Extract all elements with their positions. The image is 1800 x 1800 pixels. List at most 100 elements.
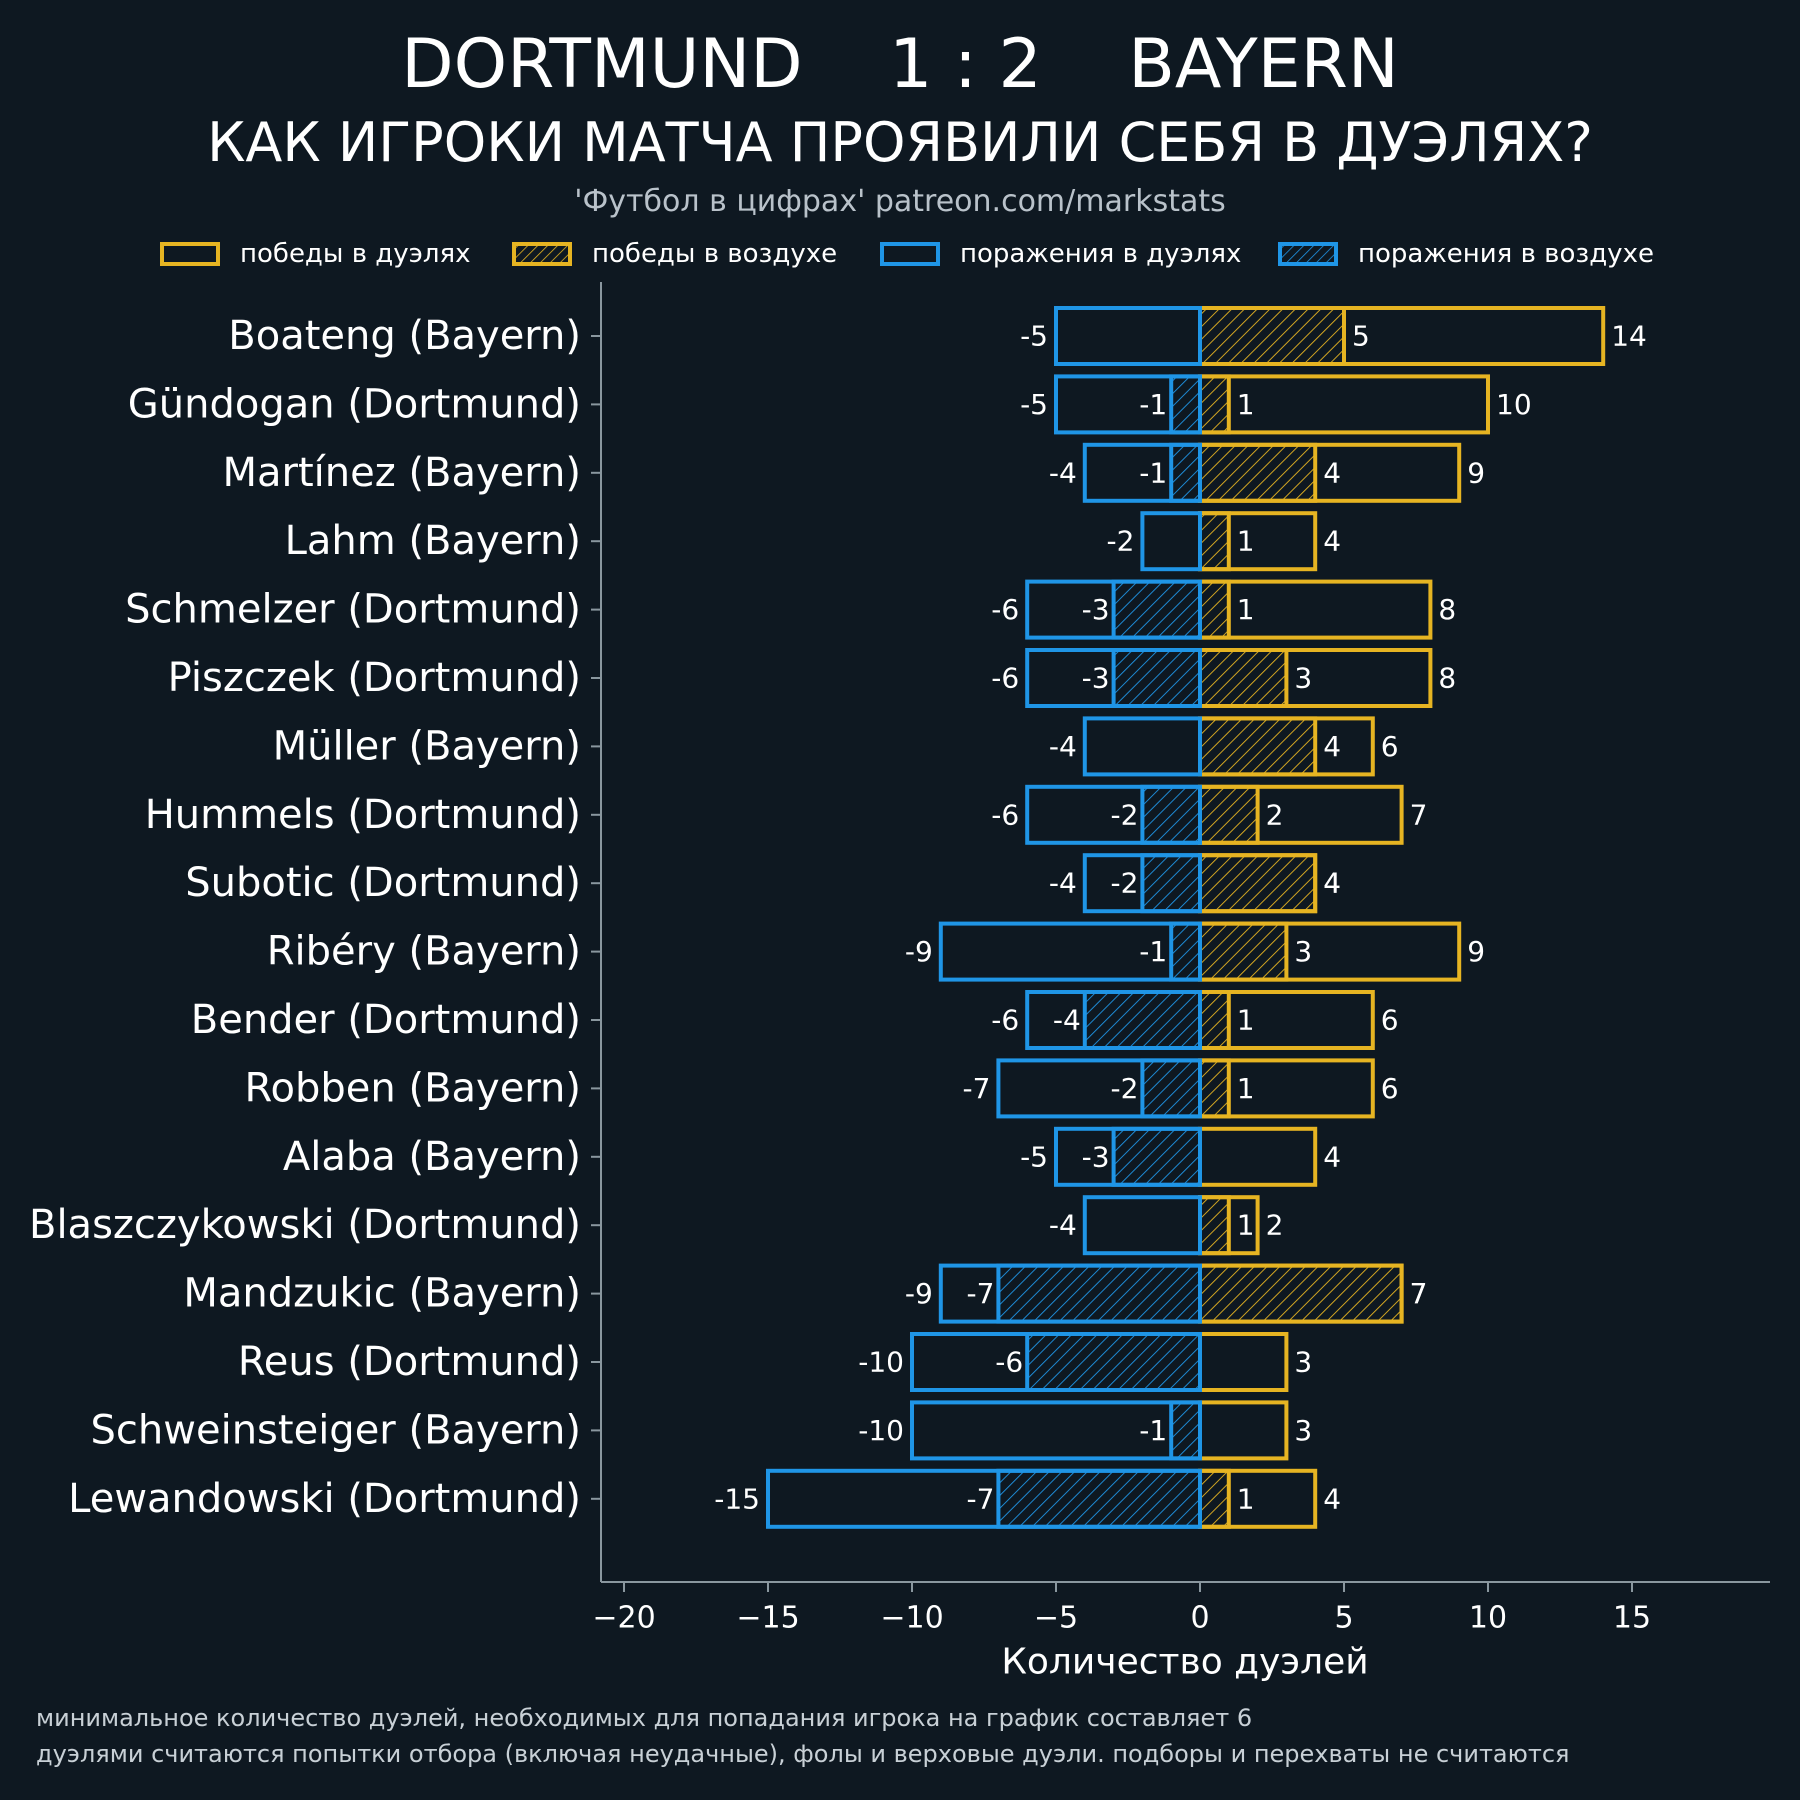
value-label-aerial-won: 1 [1237, 593, 1255, 626]
legend-swatch-aerial-lost [1278, 242, 1338, 266]
bar-duels-lost [1082, 1195, 1203, 1256]
bar-duels-lost [1025, 648, 1202, 708]
value-label-aerial-won: 1 [1237, 1482, 1255, 1515]
bar-duels-lost [1054, 306, 1202, 366]
bar-aerial-won [1198, 853, 1318, 914]
value-label-duels-lost: -2 [1106, 525, 1134, 558]
player-label: Bender (Dortmund) [191, 997, 581, 1043]
value-label-aerial-won: 1 [1237, 1072, 1255, 1105]
value-label-aerial-lost: -3 [1082, 593, 1110, 626]
value-label-duels-won: 4 [1323, 867, 1341, 900]
value-label-duels-lost: -5 [1020, 320, 1048, 353]
value-label-aerial-won: 3 [1294, 935, 1312, 968]
value-label-duels-lost: -6 [991, 662, 1019, 695]
value-label-aerial-won: 7 [1410, 1277, 1428, 1310]
bar-aerial-lost [1140, 784, 1203, 845]
value-label-aerial-lost: -1 [1139, 388, 1167, 421]
player-label: Boateng (Bayern) [228, 313, 581, 359]
value-label-aerial-lost: -7 [966, 1277, 994, 1310]
footnote-min-duels: минимальное количество дуэлей, необходим… [36, 1704, 1253, 1732]
bar-aerial-won [1198, 1468, 1231, 1529]
bar-duels-lost [938, 1263, 1202, 1324]
value-label-duels-lost: -10 [858, 1414, 904, 1447]
value-label-aerial-won: 1 [1237, 388, 1255, 421]
bar-aerial-lost [1169, 1400, 1202, 1461]
player-label: Reus (Dortmund) [238, 1339, 581, 1385]
bar-aerial-won [1198, 442, 1318, 503]
value-label-duels-won: 3 [1294, 1414, 1312, 1447]
player-label: Piszczek (Dortmund) [168, 655, 581, 701]
value-label-duels-lost: -5 [1020, 388, 1048, 421]
bar-duels-lost [1140, 511, 1203, 572]
bar-aerial-lost [1025, 1332, 1202, 1392]
bar-duels-lost [996, 1058, 1203, 1119]
x-tick-label: −20 [592, 1601, 655, 1636]
x-axis-label: Количество дуэлей [1001, 1642, 1368, 1683]
value-label-aerial-lost: -4 [1053, 1004, 1081, 1037]
value-label-duels-won: 6 [1381, 730, 1399, 763]
value-label-duels-lost: -15 [714, 1482, 760, 1515]
bar-aerial-lost [1169, 374, 1202, 435]
value-label-aerial-won: 1 [1237, 1004, 1255, 1037]
value-label-duels-won: 7 [1410, 798, 1428, 831]
legend-label: поражения в воздухе [1358, 239, 1654, 269]
value-label-aerial-won: 3 [1294, 662, 1312, 695]
x-tick-label: −15 [736, 1601, 799, 1636]
value-label-duels-lost: -10 [858, 1346, 904, 1379]
value-label-duels-won: 4 [1323, 525, 1341, 558]
value-label-duels-won: 8 [1438, 662, 1456, 695]
player-label: Robben (Bayern) [245, 1065, 581, 1111]
player-label: Ribéry (Bayern) [267, 929, 581, 975]
bar-duels-lost [1025, 579, 1202, 640]
value-label-duels-lost: -7 [962, 1072, 990, 1105]
x-tick-label: −10 [880, 1601, 943, 1636]
value-label-duels-lost: -6 [991, 1004, 1019, 1037]
value-label-aerial-won: 4 [1323, 730, 1341, 763]
value-label-aerial-won: 5 [1352, 320, 1370, 353]
bar-aerial-won [1198, 579, 1231, 640]
value-label-aerial-won: 2 [1266, 798, 1284, 831]
bar-aerial-won [1198, 921, 1289, 982]
player-label: Blaszczykowski (Dortmund) [29, 1202, 581, 1248]
bar-aerial-won [1198, 784, 1260, 845]
bar-duels-lost [1054, 374, 1202, 435]
credit-line: 'Футбол в цифрах' patreon.com/markstats [574, 184, 1226, 219]
bars-layer [766, 306, 1606, 1529]
player-label: Lewandowski (Dortmund) [68, 1476, 581, 1522]
value-label-duels-lost: -6 [991, 593, 1019, 626]
value-label-aerial-lost: -7 [966, 1482, 994, 1515]
bar-aerial-won [1198, 374, 1231, 435]
footnote-definition: дуэлями считаются попытки отбора (включа… [36, 1740, 1570, 1768]
value-label-aerial-won: 4 [1323, 867, 1341, 900]
legend-item-duels-won: победы в дуэлях [160, 236, 471, 272]
legend-item-aerial-lost: поражения в воздухе [1278, 236, 1654, 272]
bar-duels-lost [910, 1332, 1202, 1392]
value-label-aerial-lost: -1 [1139, 1414, 1167, 1447]
value-label-duels-won: 6 [1381, 1072, 1399, 1105]
x-tick-label: −5 [1034, 1601, 1078, 1636]
bar-duels-lost [1025, 990, 1202, 1050]
value-label-duels-won: 6 [1381, 1004, 1399, 1037]
value-label-duels-lost: -4 [1049, 867, 1077, 900]
value-label-aerial-lost: -3 [1082, 1140, 1110, 1173]
bar-duels-lost [910, 1400, 1202, 1461]
bar-aerial-lost [1169, 921, 1202, 982]
value-label-aerial-lost: -1 [1139, 456, 1167, 489]
bar-aerial-won [1198, 990, 1231, 1050]
bar-aerial-lost [1111, 1126, 1202, 1187]
legend: победы в дуэлях победы в воздухе поражен… [0, 236, 1800, 272]
bar-aerial-lost [996, 1263, 1203, 1324]
legend-swatch-duels-lost [880, 242, 940, 266]
bar-duels-lost [766, 1468, 1202, 1529]
player-label: Müller (Bayern) [273, 723, 581, 769]
value-label-duels-lost: -4 [1049, 456, 1077, 489]
value-label-duels-lost: -6 [991, 798, 1019, 831]
value-label-duels-won: 8 [1438, 593, 1456, 626]
value-label-duels-won: 4 [1323, 1140, 1341, 1173]
value-label-duels-lost: -9 [905, 935, 933, 968]
value-label-aerial-lost: -2 [1110, 1072, 1138, 1105]
value-label-duels-won: 14 [1611, 320, 1647, 353]
chart-subtitle: КАК ИГРОКИ МАТЧА ПРОЯВИЛИ СЕБЯ В ДУЭЛЯХ? [207, 111, 1593, 174]
bar-aerial-lost [1082, 990, 1203, 1050]
value-label-duels-won: 2 [1266, 1209, 1284, 1242]
